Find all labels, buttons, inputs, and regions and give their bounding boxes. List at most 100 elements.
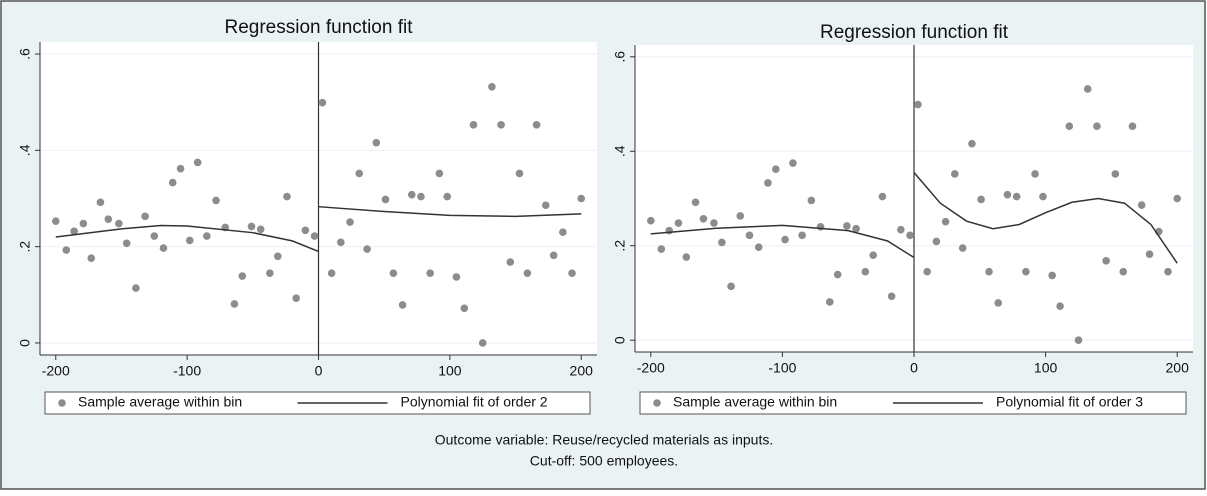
point [887, 292, 896, 301]
point [122, 239, 131, 248]
point [230, 300, 239, 308]
point [682, 253, 691, 261]
point [346, 218, 354, 226]
legend-label: Polynomial fit of order 3 [996, 394, 1143, 410]
point [1173, 194, 1182, 203]
point [141, 212, 149, 221]
y-tick-label: .6 [612, 51, 628, 63]
point [798, 231, 806, 240]
point [1039, 192, 1047, 201]
point [807, 196, 816, 205]
point [861, 267, 870, 276]
point [878, 192, 887, 201]
point [203, 232, 211, 240]
point [906, 231, 914, 240]
point [843, 222, 851, 230]
point [212, 196, 220, 205]
point [417, 192, 425, 201]
point [247, 222, 256, 231]
point [994, 299, 1003, 307]
point [914, 100, 922, 109]
point [327, 269, 336, 277]
chart-title: Regression function fit [225, 17, 414, 38]
point [407, 190, 416, 199]
point [727, 282, 735, 291]
point [497, 121, 505, 129]
point [389, 269, 398, 277]
point [968, 139, 976, 148]
y-tick-label: .6 [17, 48, 33, 60]
point [549, 251, 558, 260]
point [977, 195, 985, 204]
legend-label: Sample average within bin [78, 394, 242, 410]
point [825, 298, 834, 306]
point [869, 251, 878, 259]
point [132, 284, 140, 292]
point [1128, 122, 1137, 131]
point [1145, 250, 1154, 259]
point [523, 269, 532, 277]
point [736, 212, 745, 220]
point [754, 243, 763, 251]
point [646, 216, 655, 225]
x-tick-label: -100 [768, 360, 796, 376]
x-tick-label: 200 [570, 363, 594, 379]
y-tick-label: .2 [17, 241, 33, 253]
note: Outcome variable: Reuse/recycled materia… [435, 432, 773, 448]
point [772, 165, 780, 174]
point [515, 169, 524, 178]
fit-line [55, 205, 582, 253]
point [1031, 170, 1039, 178]
point [1003, 190, 1012, 199]
point [70, 227, 78, 236]
point [852, 224, 860, 233]
x-tick-label: 100 [438, 363, 462, 379]
y-tick-label: .4 [612, 145, 628, 157]
point [833, 270, 842, 279]
point [301, 226, 310, 235]
point [79, 219, 88, 228]
x-tick-label: 0 [315, 363, 323, 379]
point [718, 238, 726, 247]
point [62, 246, 71, 254]
point [460, 304, 469, 313]
point [816, 223, 825, 231]
point [745, 231, 754, 240]
point [1137, 201, 1146, 209]
point [568, 269, 576, 277]
point [363, 245, 371, 253]
point [168, 178, 177, 187]
point [398, 301, 407, 309]
point [789, 159, 797, 167]
point [115, 219, 123, 228]
point [488, 82, 496, 91]
point [87, 254, 96, 263]
point [1119, 267, 1128, 276]
legend-marker [653, 399, 661, 407]
point [941, 217, 950, 226]
point [691, 198, 700, 207]
point [292, 294, 300, 302]
point [923, 267, 931, 276]
point [96, 198, 105, 207]
point [426, 269, 434, 277]
x-tick-label: 100 [1034, 360, 1058, 376]
point [1022, 267, 1030, 276]
point [150, 232, 159, 240]
point [541, 201, 550, 210]
point [176, 164, 185, 173]
point [469, 121, 478, 129]
point [781, 235, 789, 244]
x-tick-label: -200 [637, 360, 665, 376]
point [381, 195, 390, 204]
x-tick-label: -200 [42, 363, 70, 379]
point [318, 98, 327, 107]
point [1083, 85, 1092, 93]
point [764, 179, 772, 187]
point [185, 236, 194, 245]
chart-title: Regression function fit [820, 22, 1009, 43]
point [1065, 122, 1074, 131]
note: Cut-off: 500 employees. [530, 453, 678, 469]
point [559, 228, 567, 237]
point [1012, 192, 1021, 201]
